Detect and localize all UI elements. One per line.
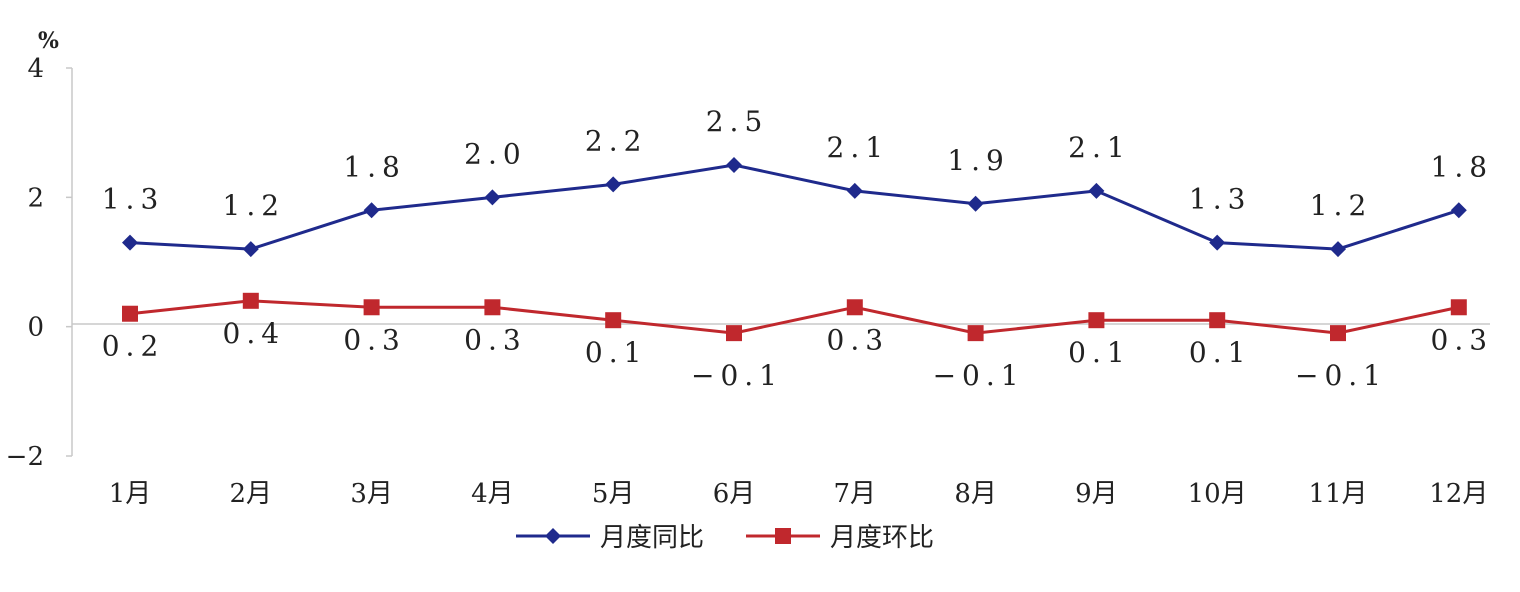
x-tick-label: 7月	[834, 479, 877, 509]
data-point-diamond	[1330, 241, 1346, 258]
data-point-diamond	[846, 182, 863, 199]
data-point-square	[484, 299, 501, 316]
series-line	[129, 163, 1460, 251]
data-point-square	[242, 292, 259, 309]
y-tick-label: −2	[6, 442, 44, 472]
legend-label: 月度同比	[600, 523, 704, 553]
data-label: −0.1	[691, 359, 783, 392]
x-tick-label: 1月	[109, 479, 152, 509]
data-point-diamond	[1450, 202, 1467, 219]
x-tick-label: 9月	[1075, 479, 1118, 509]
data-point-square	[846, 299, 863, 316]
x-tick-label: 11月	[1308, 479, 1367, 509]
x-tick-label: 5月	[592, 479, 635, 509]
y-tick-label: 4	[27, 54, 44, 84]
y-tick-label: 2	[27, 183, 44, 213]
data-point-diamond	[363, 202, 380, 219]
x-ticks: 1月 2月 3月 4月 5月 6月 7月 8月 9月 10月 11月 12月	[109, 479, 1489, 509]
data-label: 2.2	[585, 124, 648, 157]
data-label: 0.2	[102, 330, 165, 363]
legend-item: 月度同比	[516, 523, 704, 553]
data-label: 0.1	[1068, 336, 1131, 369]
data-point-square	[1450, 299, 1467, 316]
data-label: 1.3	[1189, 183, 1252, 216]
x-tick-label: 4月	[471, 479, 514, 509]
data-label: 0.4	[223, 317, 286, 350]
y-unit-label: %	[38, 28, 59, 54]
data-label: −0.1	[933, 359, 1025, 392]
data-label: 0.3	[827, 323, 890, 356]
data-point-square	[967, 325, 984, 342]
legend-marker-square	[775, 528, 791, 544]
x-tick-label: 10月	[1188, 479, 1247, 509]
legend-item: 月度环比	[746, 523, 934, 553]
legend: 月度同比 月度环比	[516, 523, 934, 553]
data-point-square	[605, 312, 622, 329]
series-2: 0.2 0.4 0.3 0.3 0.1 −0.1 0.3 −0.1 0.1 0.1 −0.1 0.3	[102, 292, 1494, 392]
data-label: 2.5	[706, 105, 769, 138]
data-point-diamond	[605, 176, 622, 193]
x-tick-label: 6月	[713, 479, 756, 509]
data-label: 1.9	[947, 144, 1010, 177]
data-point-square	[726, 325, 742, 342]
data-point-diamond	[242, 241, 259, 258]
data-label: 1.2	[223, 189, 286, 222]
data-point-diamond	[1209, 234, 1226, 251]
data-label: 0.3	[1431, 323, 1494, 356]
data-point-square	[363, 299, 380, 316]
data-point-square	[122, 305, 138, 322]
y-tick-label: 0	[27, 313, 44, 343]
data-label: 0.3	[464, 323, 527, 356]
legend-marker-diamond	[545, 528, 561, 544]
x-tick-label: 2月	[230, 479, 273, 509]
axes	[71, 68, 1490, 456]
x-tick-label: 8月	[954, 479, 997, 509]
x-tick-label: 12月	[1429, 479, 1488, 509]
data-point-square	[1088, 312, 1105, 329]
y-ticks: 4 2 0 −2	[6, 54, 72, 472]
series-layer: 1.3 1.21.8 2.0 2.22.52.1 1.9 2.11.3 1.21.80.2 0…	[102, 105, 1494, 392]
data-point-diamond	[122, 234, 138, 251]
data-point-square	[1209, 312, 1226, 329]
data-label: 0.3	[343, 323, 406, 356]
x-tick-label: 3月	[350, 479, 393, 509]
series-line	[129, 299, 1460, 335]
data-label: 2.1	[827, 131, 890, 164]
data-label: 1.3	[102, 183, 165, 216]
data-point-diamond	[726, 157, 742, 173]
data-label: 0.1	[1189, 336, 1252, 369]
data-label: 1.8	[343, 150, 406, 183]
data-point-square	[1330, 325, 1346, 342]
data-point-diamond	[484, 189, 501, 206]
data-label: 1.2	[1310, 189, 1373, 222]
data-label: 1.8	[1431, 150, 1494, 183]
data-point-diamond	[967, 195, 984, 212]
data-label: 0.1	[585, 336, 648, 369]
data-label: 2.1	[1068, 131, 1131, 164]
series-1: 1.3 1.2 1.8 2.0 2.2 2.5 2.1 1.9 2.1 1.3 1.2 1.8	[102, 105, 1494, 258]
data-label: −0.1	[1295, 359, 1387, 392]
data-label: 2.0	[464, 137, 527, 170]
data-point-diamond	[1088, 182, 1105, 199]
legend-label: 月度环比	[830, 523, 934, 553]
